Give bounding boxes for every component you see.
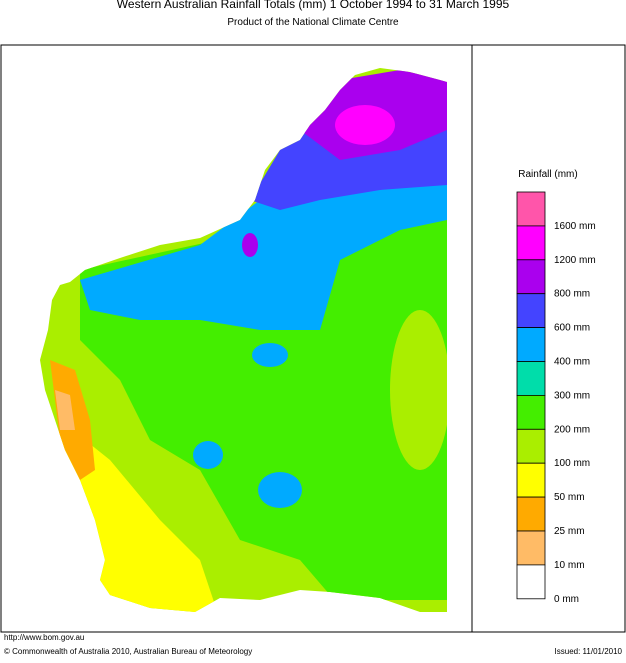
legend-label: 300 mm xyxy=(554,390,590,401)
legend-label: 200 mm xyxy=(554,424,590,435)
legend: 1600 mm 1200 mm 800 mm 600 mm 400 mm 300 mm 20… xyxy=(516,191,596,605)
legend-label: 1600 mm xyxy=(554,221,596,232)
legend-swatch xyxy=(516,225,546,261)
footer-url: http://www.bom.gov.au xyxy=(4,633,84,642)
footer-issued: Issued: 11/01/2010 xyxy=(555,647,623,656)
legend-label: 10 mm xyxy=(554,560,585,571)
legend-frame xyxy=(471,44,626,633)
legend-swatch xyxy=(516,462,546,498)
legend-label: 25 mm xyxy=(554,526,585,537)
legend-label: 800 mm xyxy=(554,289,590,300)
legend-swatch xyxy=(516,293,546,329)
legend-swatch xyxy=(516,428,546,464)
legend-label: 50 mm xyxy=(554,492,585,503)
legend-title: Rainfall (mm) xyxy=(518,169,577,180)
footer-copyright: © Commonwealth of Australia 2010, Austra… xyxy=(4,647,252,656)
legend-label: 400 mm xyxy=(554,357,590,368)
legend-swatch xyxy=(516,191,546,227)
legend-label: 600 mm xyxy=(554,323,590,334)
legend-swatch xyxy=(516,394,546,430)
legend-swatch xyxy=(516,564,546,600)
legend-label: 1200 mm xyxy=(554,255,596,266)
legend-label: 100 mm xyxy=(554,458,590,469)
legend-swatch xyxy=(516,530,546,566)
legend-swatch xyxy=(516,327,546,362)
legend-label: 0 mm xyxy=(554,594,579,605)
legend-swatch xyxy=(516,496,546,532)
legend-swatch xyxy=(516,259,546,295)
subtitle: Product of the National Climate Centre xyxy=(227,17,399,28)
map xyxy=(40,68,447,612)
legend-swatch xyxy=(516,361,546,396)
title: Western Australian Rainfall Totals (mm) … xyxy=(117,0,510,11)
